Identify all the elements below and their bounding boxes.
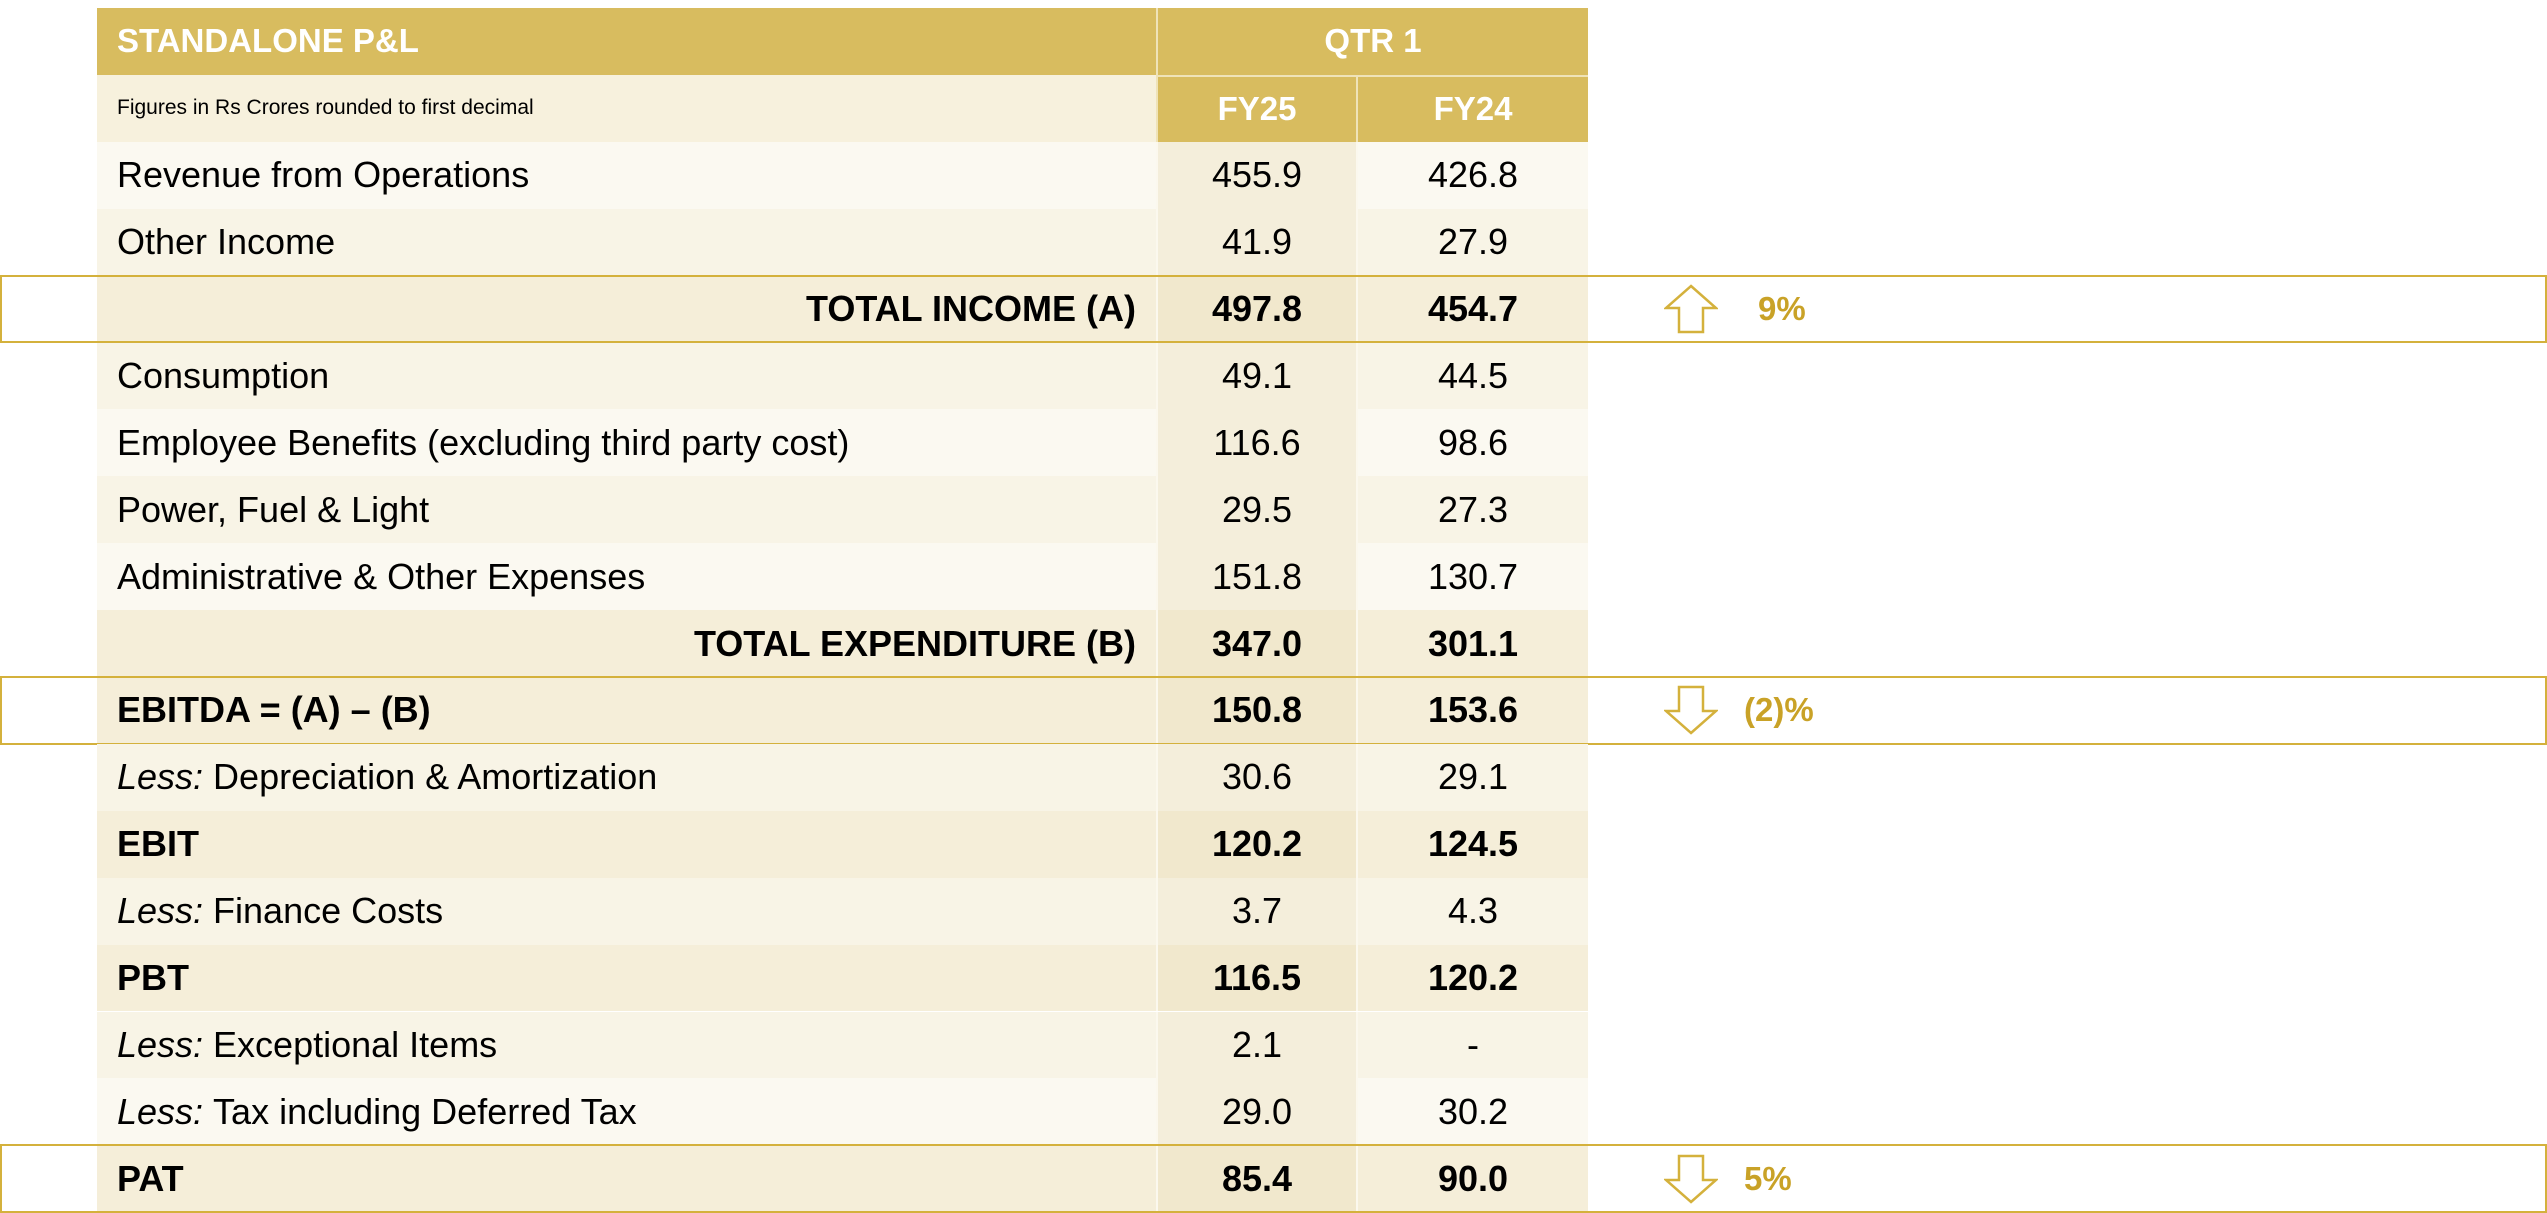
row-value: - (1356, 1011, 1588, 1079)
label-text: Tax including Deferred Tax (213, 1090, 637, 1132)
row-value: 116.5 (1156, 944, 1356, 1012)
row-value: 120.2 (1156, 810, 1356, 878)
row-label: PBT (97, 944, 1156, 1012)
row-value: 90.0 (1356, 1145, 1588, 1213)
row-label: Administrative & Other Expenses (97, 543, 1156, 611)
row-value: 120.2 (1356, 944, 1588, 1012)
row-value: 497.8 (1156, 275, 1356, 343)
row-value: 41.9 (1156, 208, 1356, 276)
change-arrow (1664, 1154, 1718, 1204)
row-value: 49.1 (1156, 342, 1356, 410)
row-value: 29.5 (1156, 476, 1356, 544)
label-text: Exceptional Items (213, 1023, 498, 1065)
column-header: FY24 (1356, 74, 1588, 142)
row-label: Power, Fuel & Light (97, 476, 1156, 544)
label-text: TOTAL EXPENDITURE (B) (693, 622, 1136, 664)
row-label: Less: Tax including Deferred Tax (97, 1078, 1156, 1146)
row-value: 301.1 (1356, 610, 1588, 677)
label-text: PAT (117, 1157, 184, 1199)
label-prefix: Less: (117, 1023, 204, 1065)
label-text: Depreciation & Amortization (213, 756, 658, 798)
row-value: 29.1 (1356, 743, 1588, 811)
row-label: Consumption (97, 342, 1156, 410)
row-value: 455.9 (1156, 141, 1356, 209)
row-value: 85.4 (1156, 1145, 1356, 1213)
row-value: 4.3 (1356, 877, 1588, 945)
row-label: Other Income (97, 208, 1156, 276)
row-label: TOTAL INCOME (A) (97, 275, 1156, 343)
row-value: 30.6 (1156, 743, 1356, 811)
row-value: 30.2 (1356, 1078, 1588, 1146)
row-value: 151.8 (1156, 543, 1356, 611)
change-arrow (1664, 284, 1718, 334)
row-label: PAT (97, 1145, 1156, 1213)
change-label: 5% (1744, 1159, 1792, 1197)
label-text: Employee Benefits (excluding third party… (117, 421, 850, 463)
row-value: 130.7 (1356, 543, 1588, 611)
row-label: Less: Exceptional Items (97, 1011, 1156, 1079)
table-note: Figures in Rs Crores rounded to first de… (97, 74, 1156, 142)
label-text: EBITDA = (A) – (B) (117, 689, 431, 731)
change-arrow (1664, 686, 1718, 736)
label-text: PBT (117, 957, 189, 999)
label-text: Other Income (117, 221, 336, 263)
label-text: Administrative & Other Expenses (117, 555, 646, 597)
row-label: Revenue from Operations (97, 141, 1156, 209)
row-label: Less: Depreciation & Amortization (97, 743, 1156, 811)
row-value: 29.0 (1156, 1078, 1356, 1146)
label-text: Revenue from Operations (117, 154, 530, 196)
label-text: EBIT (117, 823, 200, 865)
row-value: 98.6 (1356, 409, 1588, 477)
row-value: 153.6 (1356, 677, 1588, 744)
column-header: FY25 (1156, 74, 1356, 142)
row-value: 2.1 (1156, 1011, 1356, 1079)
row-value: 426.8 (1356, 141, 1588, 209)
row-value: 44.5 (1356, 342, 1588, 410)
table-title: STANDALONE P&L (97, 8, 1156, 75)
row-value: 150.8 (1156, 677, 1356, 744)
row-label: Less: Finance Costs (97, 877, 1156, 945)
row-value: 27.3 (1356, 476, 1588, 544)
row-value: 454.7 (1356, 275, 1588, 343)
change-label: 9% (1758, 290, 1806, 328)
label-text: TOTAL INCOME (A) (806, 288, 1136, 330)
label-prefix: Less: (117, 1090, 204, 1132)
row-value: 116.6 (1156, 409, 1356, 477)
row-value: 124.5 (1356, 810, 1588, 878)
row-label: EBIT (97, 810, 1156, 878)
row-label: EBITDA = (A) – (B) (97, 677, 1156, 744)
label-text: Power, Fuel & Light (117, 488, 430, 530)
label-prefix: Less: (117, 756, 204, 798)
row-value: 3.7 (1156, 877, 1356, 945)
row-value: 27.9 (1356, 208, 1588, 276)
label-text: Consumption (117, 354, 330, 396)
label-prefix: Less: (117, 890, 204, 932)
change-label: (2)% (1744, 691, 1814, 729)
row-label: Employee Benefits (excluding third party… (97, 409, 1156, 477)
row-value: 347.0 (1156, 610, 1356, 677)
row-label: TOTAL EXPENDITURE (B) (97, 610, 1156, 677)
label-text: Finance Costs (213, 890, 444, 932)
period-header: QTR 1 (1156, 8, 1588, 75)
